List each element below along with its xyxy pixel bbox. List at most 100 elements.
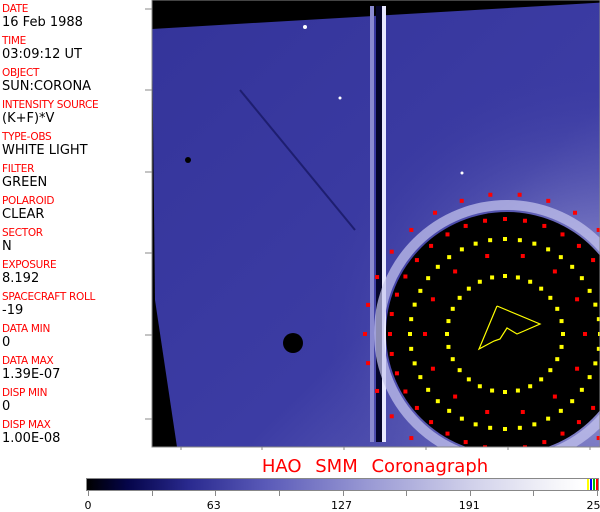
grid-marker <box>573 210 577 215</box>
star <box>338 96 342 100</box>
grid-marker <box>394 292 399 297</box>
field-data-min: DATA MIN 0 <box>2 323 50 351</box>
star <box>460 171 464 175</box>
grid-marker <box>503 390 507 394</box>
colorbar-tick-label: 63 <box>206 499 221 512</box>
grid-marker <box>483 218 488 223</box>
field-value: N <box>2 239 12 254</box>
grid-marker <box>552 269 557 274</box>
grid-marker <box>503 217 507 221</box>
colorbar-tick <box>151 491 153 496</box>
grid-marker <box>560 431 565 436</box>
field-label: DATE <box>2 3 29 15</box>
grid-marker <box>445 332 449 336</box>
field-exposure: EXPOSURE 8.192 <box>2 260 57 287</box>
field-value: 16 Feb 1988 <box>2 15 83 30</box>
grid-marker <box>446 319 451 324</box>
grid-marker <box>485 254 490 259</box>
field-value: CLEAR <box>2 207 45 222</box>
grid-marker <box>408 332 412 336</box>
colorbar-tick-label: 191 <box>458 499 480 512</box>
grid-marker <box>546 416 551 421</box>
grid-marker <box>560 232 565 237</box>
grid-marker <box>473 241 478 246</box>
grid-marker <box>477 384 482 389</box>
colorbar-tick <box>597 491 598 496</box>
grid-marker <box>389 312 394 317</box>
grid-marker <box>463 440 468 445</box>
field-value: 8.192 <box>2 271 40 286</box>
field-label: DATA MIN <box>2 323 50 335</box>
plot-title: HAO SMM Coronagraph <box>261 456 489 477</box>
grid-marker <box>430 297 435 302</box>
field-label: DATA MAX <box>2 355 54 367</box>
grid-marker <box>522 445 527 447</box>
grid-marker <box>459 247 464 252</box>
grid-marker <box>403 274 408 279</box>
grid-marker <box>503 427 507 431</box>
field-spacecraft-roll: SPACECRAFT ROLL -19 <box>2 291 96 319</box>
grid-marker <box>539 286 544 291</box>
grid-marker <box>591 258 596 263</box>
grid-marker <box>457 295 462 300</box>
grid-marker <box>453 269 458 274</box>
grid-marker <box>548 295 553 300</box>
field-label: SECTOR <box>2 227 43 239</box>
grid-marker <box>445 232 450 237</box>
field-date: DATE 16 Feb 1988 <box>2 3 83 31</box>
grid-marker <box>522 218 527 223</box>
grid-marker <box>593 302 598 307</box>
field-label: SPACECRAFT ROLL <box>2 291 96 303</box>
field-value: WHITE LIGHT <box>2 143 88 158</box>
grid-marker <box>429 243 434 248</box>
colorbar-tick <box>406 491 408 496</box>
grid-marker <box>450 306 455 311</box>
grid-marker <box>447 408 452 413</box>
grid-marker <box>528 384 533 389</box>
colorbar-tick-label: 255 <box>586 499 600 512</box>
grid-marker <box>394 371 399 376</box>
grid-marker <box>426 276 431 281</box>
grid-marker <box>520 409 525 414</box>
grid-marker <box>409 346 414 351</box>
grid-marker <box>517 238 522 243</box>
colorbar-tick-label: 0 <box>84 499 92 512</box>
field-polaroid: POLAROID CLEAR <box>2 195 55 223</box>
grid-marker <box>490 275 495 280</box>
pylon-bright <box>382 6 386 442</box>
occulter-halo <box>374 200 600 447</box>
grid-marker <box>576 243 581 248</box>
grid-marker <box>503 274 507 278</box>
grid-marker <box>429 420 434 425</box>
grid-marker <box>426 387 431 392</box>
grid-marker <box>528 279 533 284</box>
grid-marker <box>409 436 414 441</box>
grid-marker <box>366 361 371 366</box>
field-label: TYPE-OBS <box>2 131 52 143</box>
occulter-disk <box>386 212 600 447</box>
field-label: POLAROID <box>2 195 55 207</box>
colorbar-tick <box>215 491 217 496</box>
grid-marker <box>579 387 584 392</box>
field-value: 03:09:12 UT <box>2 47 82 62</box>
field-value: 0 <box>2 399 11 414</box>
field-filter: FILTER GREEN <box>2 164 47 191</box>
grid-marker <box>515 388 520 393</box>
grid-marker <box>389 351 394 356</box>
field-disp-min: DISP MIN 0 <box>2 388 47 415</box>
grid-marker <box>598 332 600 336</box>
field-value: -19 <box>2 303 24 318</box>
field-label: OBJECT <box>2 67 40 79</box>
grid-marker <box>503 237 507 241</box>
header-info-panel: DATE 16 Feb 1988 TIME 03:09:12 UT OBJECT S… <box>0 0 150 447</box>
field-data-max: DATA MAX 1.39E-07 <box>2 355 60 383</box>
grid-marker <box>423 332 427 336</box>
field-disp-max: DISP MAX 1.00E-08 <box>2 420 60 447</box>
grid-marker <box>483 445 488 447</box>
grid-marker <box>579 276 584 281</box>
grid-marker <box>463 223 468 228</box>
grid-marker <box>517 425 522 430</box>
grid-marker <box>403 389 408 394</box>
grid-marker <box>418 375 423 380</box>
grid-marker <box>587 375 592 380</box>
